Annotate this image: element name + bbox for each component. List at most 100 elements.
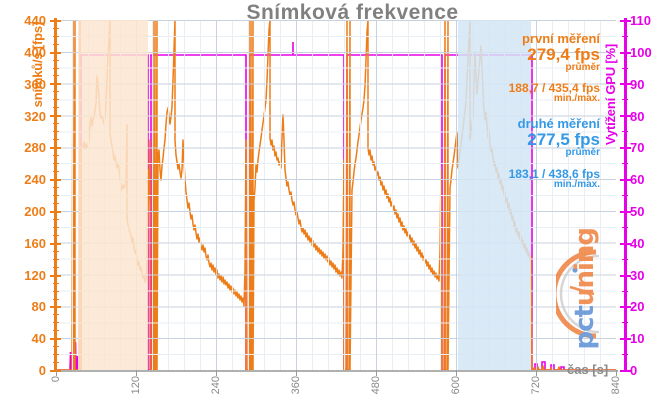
y-tick-label-240: 240 xyxy=(24,172,46,187)
x-tick-label-120: 120 xyxy=(130,376,142,395)
chart-title: Snímková frekvence xyxy=(246,1,459,24)
y2-tick-110 xyxy=(620,20,631,22)
y-tick-minor xyxy=(53,354,59,355)
y-tick-240 xyxy=(50,179,61,181)
y2-tick-label-80: 80 xyxy=(630,109,645,124)
x-tick-0 xyxy=(56,370,57,376)
first-measurement-average-label: průměr xyxy=(565,62,600,74)
y-tick-minor xyxy=(53,60,59,61)
x-tick-label-240: 240 xyxy=(210,376,222,395)
y2-tick-100 xyxy=(620,52,631,54)
y-tick-label-400: 400 xyxy=(24,45,46,60)
y2-tick-50 xyxy=(620,211,631,213)
y-tick-440 xyxy=(50,20,61,22)
first-measurement-header: první měření xyxy=(521,31,600,46)
y-tick-minor xyxy=(53,267,59,268)
x-axis-line xyxy=(56,370,618,372)
y2-tick-label-0: 0 xyxy=(630,363,638,378)
y2-tick-label-100: 100 xyxy=(630,45,652,60)
y-tick-minor xyxy=(53,259,59,260)
y-tick-minor xyxy=(53,163,59,164)
second-measurement-header: druhé měření xyxy=(517,116,600,131)
y2-tick-minor xyxy=(622,354,628,355)
y-tick-minor xyxy=(53,28,59,29)
x-axis-title: čas [s] xyxy=(567,362,609,377)
y-tick-minor xyxy=(53,155,59,156)
highlight-band-first-measurement xyxy=(78,20,148,370)
y2-tick-minor xyxy=(622,259,628,260)
y2-tick-20 xyxy=(620,306,631,308)
second-measurement-minmax: 183,1 / 438,6 fps xyxy=(508,167,600,181)
x-tick-360 xyxy=(296,370,297,376)
y-tick-minor xyxy=(53,203,59,204)
annotation-first-minmax: 188,7 / 435,4 fps min./max. xyxy=(360,82,600,105)
x-tick-label-600: 600 xyxy=(450,376,462,395)
y2-tick-minor xyxy=(622,163,628,164)
y2-tick-label-30: 30 xyxy=(630,268,645,283)
plot-area xyxy=(56,20,616,370)
y-tick-label-120: 120 xyxy=(24,268,46,283)
first-measurement-average: 279,4 fps xyxy=(527,44,600,64)
x-tick-label-480: 480 xyxy=(370,376,382,395)
y2-tick-80 xyxy=(620,115,631,117)
x-tick-240 xyxy=(216,370,217,376)
y2-tick-10 xyxy=(620,338,631,340)
y-tick-minor xyxy=(53,235,59,236)
y2-tick-minor xyxy=(622,131,628,132)
y-tick-label-440: 440 xyxy=(24,13,46,28)
y-tick-280 xyxy=(50,147,61,149)
x-tick-600 xyxy=(456,370,457,376)
y-tick-40 xyxy=(50,338,61,340)
second-measurement-average-label: průměr xyxy=(565,147,600,159)
y-tick-200 xyxy=(50,211,61,213)
x-tick-label-360: 360 xyxy=(290,376,302,395)
y-tick-minor xyxy=(53,195,59,196)
x-tick-480 xyxy=(376,370,377,376)
left-axis-title: snímků/s [fps] xyxy=(30,22,45,108)
y-tick-minor xyxy=(53,330,59,331)
y-tick-minor xyxy=(53,227,59,228)
y-tick-80 xyxy=(50,306,61,308)
y-tick-0 xyxy=(50,370,61,372)
y-tick-minor xyxy=(53,291,59,292)
y-tick-minor xyxy=(53,251,59,252)
x-tick-840 xyxy=(616,370,617,376)
y2-tick-40 xyxy=(620,243,631,245)
y2-tick-30 xyxy=(620,275,631,277)
y-tick-minor xyxy=(53,322,59,323)
y-tick-minor xyxy=(53,314,59,315)
y2-tick-minor xyxy=(622,99,628,100)
y2-tick-label-90: 90 xyxy=(630,77,645,92)
y-tick-label-0: 0 xyxy=(38,363,46,378)
y2-tick-label-40: 40 xyxy=(630,236,645,251)
y-tick-160 xyxy=(50,243,61,245)
y-tick-minor xyxy=(53,75,59,76)
annotation-first-measurement: první měření 279,4 fps průměr xyxy=(360,32,600,74)
y-tick-minor xyxy=(53,283,59,284)
y2-tick-minor xyxy=(622,291,628,292)
annotation-second-measurement: druhé měření 277,5 fps průměr xyxy=(360,117,600,159)
y-tick-360 xyxy=(50,83,61,85)
y-tick-label-280: 280 xyxy=(24,140,46,155)
y-tick-minor xyxy=(53,36,59,37)
y2-tick-label-20: 20 xyxy=(630,299,645,314)
y2-tick-label-110: 110 xyxy=(630,13,651,28)
y-tick-minor xyxy=(53,219,59,220)
highlight-band-second-measurement xyxy=(458,20,531,370)
y-tick-minor xyxy=(53,107,59,108)
y-tick-label-320: 320 xyxy=(24,109,46,124)
y-tick-minor xyxy=(53,139,59,140)
y2-tick-90 xyxy=(620,83,631,85)
y-tick-label-200: 200 xyxy=(24,204,46,219)
annotation-second-minmax: 183,1 / 438,6 fps min./max. xyxy=(360,168,600,191)
y-tick-minor xyxy=(53,99,59,100)
y-tick-minor xyxy=(53,187,59,188)
second-measurement-average: 277,5 fps xyxy=(527,129,600,149)
y-tick-minor xyxy=(53,362,59,363)
y2-tick-minor xyxy=(622,68,628,69)
y-tick-minor xyxy=(53,299,59,300)
y-tick-label-360: 360 xyxy=(24,77,46,92)
y2-tick-minor xyxy=(622,322,628,323)
right-axis-title: Vytížení GPU [%] xyxy=(603,44,618,146)
